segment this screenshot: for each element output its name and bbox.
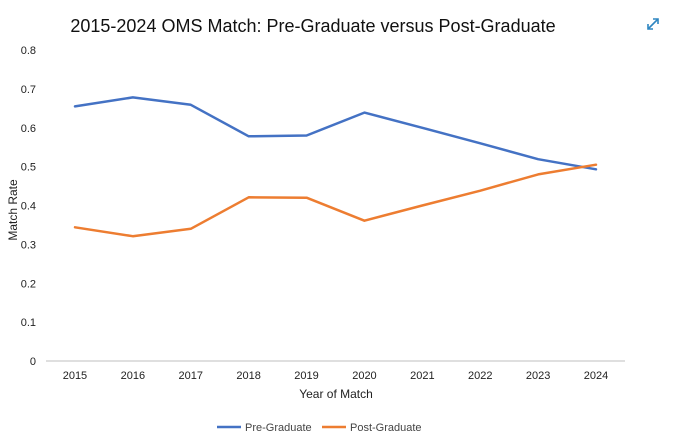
- x-tick-label: 2018: [236, 370, 260, 382]
- y-tick-label: 0.1: [21, 317, 36, 329]
- expand-arrows-icon[interactable]: [645, 16, 661, 32]
- y-tick-label: 0.8: [21, 45, 36, 57]
- pre-graduate-line: [73, 96, 598, 171]
- y-tick-label: 0.3: [21, 239, 36, 251]
- y-axis-label: Match Rate: [6, 179, 20, 241]
- legend-item-pre-graduate: Pre-Graduate: [217, 422, 312, 434]
- x-tick-label: 2022: [468, 370, 492, 382]
- x-tick-label: 2015: [63, 370, 87, 382]
- chart-title: 2015-2024 OMS Match: Pre-Graduate versus…: [70, 16, 555, 36]
- post-graduate-line: [73, 163, 598, 238]
- legend-label-pre-graduate: Pre-Graduate: [245, 422, 312, 434]
- y-tick-label: 0.5: [21, 162, 36, 174]
- x-tick-label: 2017: [179, 370, 203, 382]
- legend: Pre-Graduate Post-Graduate: [217, 422, 422, 434]
- x-tick-labels: 2015 2016 2017 2018 2019 2020 2021 2022 2023 2024: [63, 370, 609, 382]
- legend-label-post-graduate: Post-Graduate: [350, 422, 422, 434]
- x-tick-label: 2020: [352, 370, 376, 382]
- x-tick-label: 2024: [584, 370, 608, 382]
- x-axis-label: Year of Match: [299, 387, 373, 401]
- x-tick-label: 2023: [526, 370, 550, 382]
- x-tick-label: 2016: [121, 370, 145, 382]
- y-tick-label: 0.6: [21, 123, 36, 135]
- y-tick-label: 0.4: [21, 201, 36, 213]
- legend-item-post-graduate: Post-Graduate: [322, 422, 422, 434]
- y-tick-labels: 0 0.1 0.2 0.3 0.4 0.5 0.6 0.7 0.8: [21, 45, 36, 368]
- series-layer: [73, 96, 598, 238]
- y-tick-label: 0: [30, 356, 36, 368]
- y-tick-label: 0.7: [21, 84, 36, 96]
- x-tick-label: 2021: [410, 370, 434, 382]
- x-tick-label: 2019: [294, 370, 318, 382]
- y-tick-label: 0.2: [21, 278, 36, 290]
